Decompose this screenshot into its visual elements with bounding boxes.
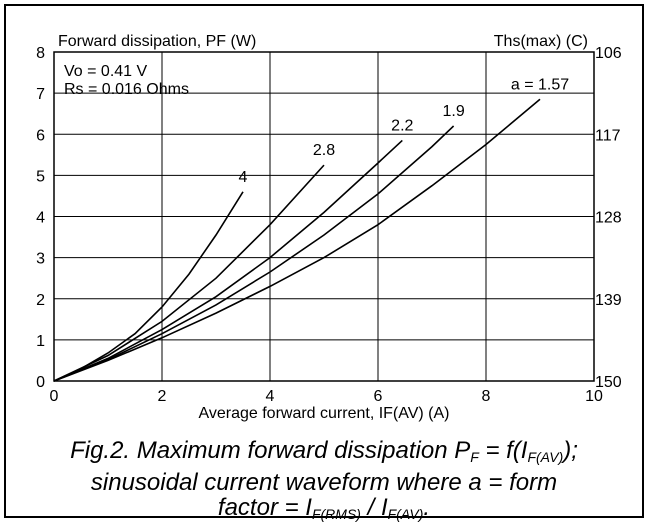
x-tick-label: 8 [482, 388, 491, 405]
x-tick-label: 10 [585, 388, 603, 405]
x-tick-label: 2 [158, 388, 167, 405]
y2-tick-label: 150 [595, 374, 622, 391]
x-tick-label: 4 [266, 388, 275, 405]
plot-area [53, 51, 595, 382]
y-tick-label: 1 [36, 333, 45, 350]
y2-tick-label: 117 [595, 127, 621, 144]
y-tick-label: 8 [36, 45, 45, 62]
series-line [53, 164, 325, 382]
x-tick-label: 0 [50, 388, 59, 405]
y-tick-label: 0 [36, 374, 45, 391]
series-label: 4 [239, 169, 248, 186]
y2-tick-label: 139 [595, 292, 622, 309]
series-label: a = 1.57 [511, 76, 569, 93]
y2-tick-label: 128 [595, 210, 622, 227]
series-label: 1.9 [442, 103, 464, 120]
y2-axis-label: Ths(max) (C) [494, 33, 588, 50]
y-tick-label: 2 [36, 292, 45, 309]
y-tick-label: 7 [36, 86, 45, 103]
y-tick-label: 3 [36, 251, 45, 268]
caption-line-1: Fig.2. Maximum forward dissipation PF = … [70, 437, 578, 465]
y-tick-label: 5 [36, 168, 45, 185]
series-label: 2.2 [391, 117, 413, 134]
caption-line-2: sinusoidal current waveform where a = fo… [90, 469, 558, 496]
annotation-label: Rs = 0.016 Ohms [64, 81, 189, 98]
caption-line-3: factor = IF(RMS) / IF(AV). [217, 494, 431, 522]
series-line [53, 139, 403, 382]
series-label: 2.8 [313, 142, 335, 159]
x-tick-label: 6 [374, 388, 383, 405]
x-axis-label: Average forward current, IF(AV) (A) [198, 405, 449, 422]
annotation-label: Vo = 0.41 V [64, 63, 148, 80]
series-line [53, 125, 455, 382]
figure-caption: Fig.2. Maximum forward dissipation PF = … [10, 438, 638, 527]
y-tick-label: 4 [36, 210, 45, 227]
series-line [53, 191, 244, 382]
series-line [53, 98, 541, 382]
y2-tick-label: 106 [595, 45, 622, 62]
y-tick-label: 6 [36, 127, 45, 144]
dissipation-chart: 0 2 4 6 8 10 0 1 2 3 4 5 6 7 8 150 139 128 117 106 Forward d… [36, 33, 622, 422]
chart-title: Forward dissipation, PF (W) [58, 33, 256, 50]
figure-frame [4, 4, 644, 518]
